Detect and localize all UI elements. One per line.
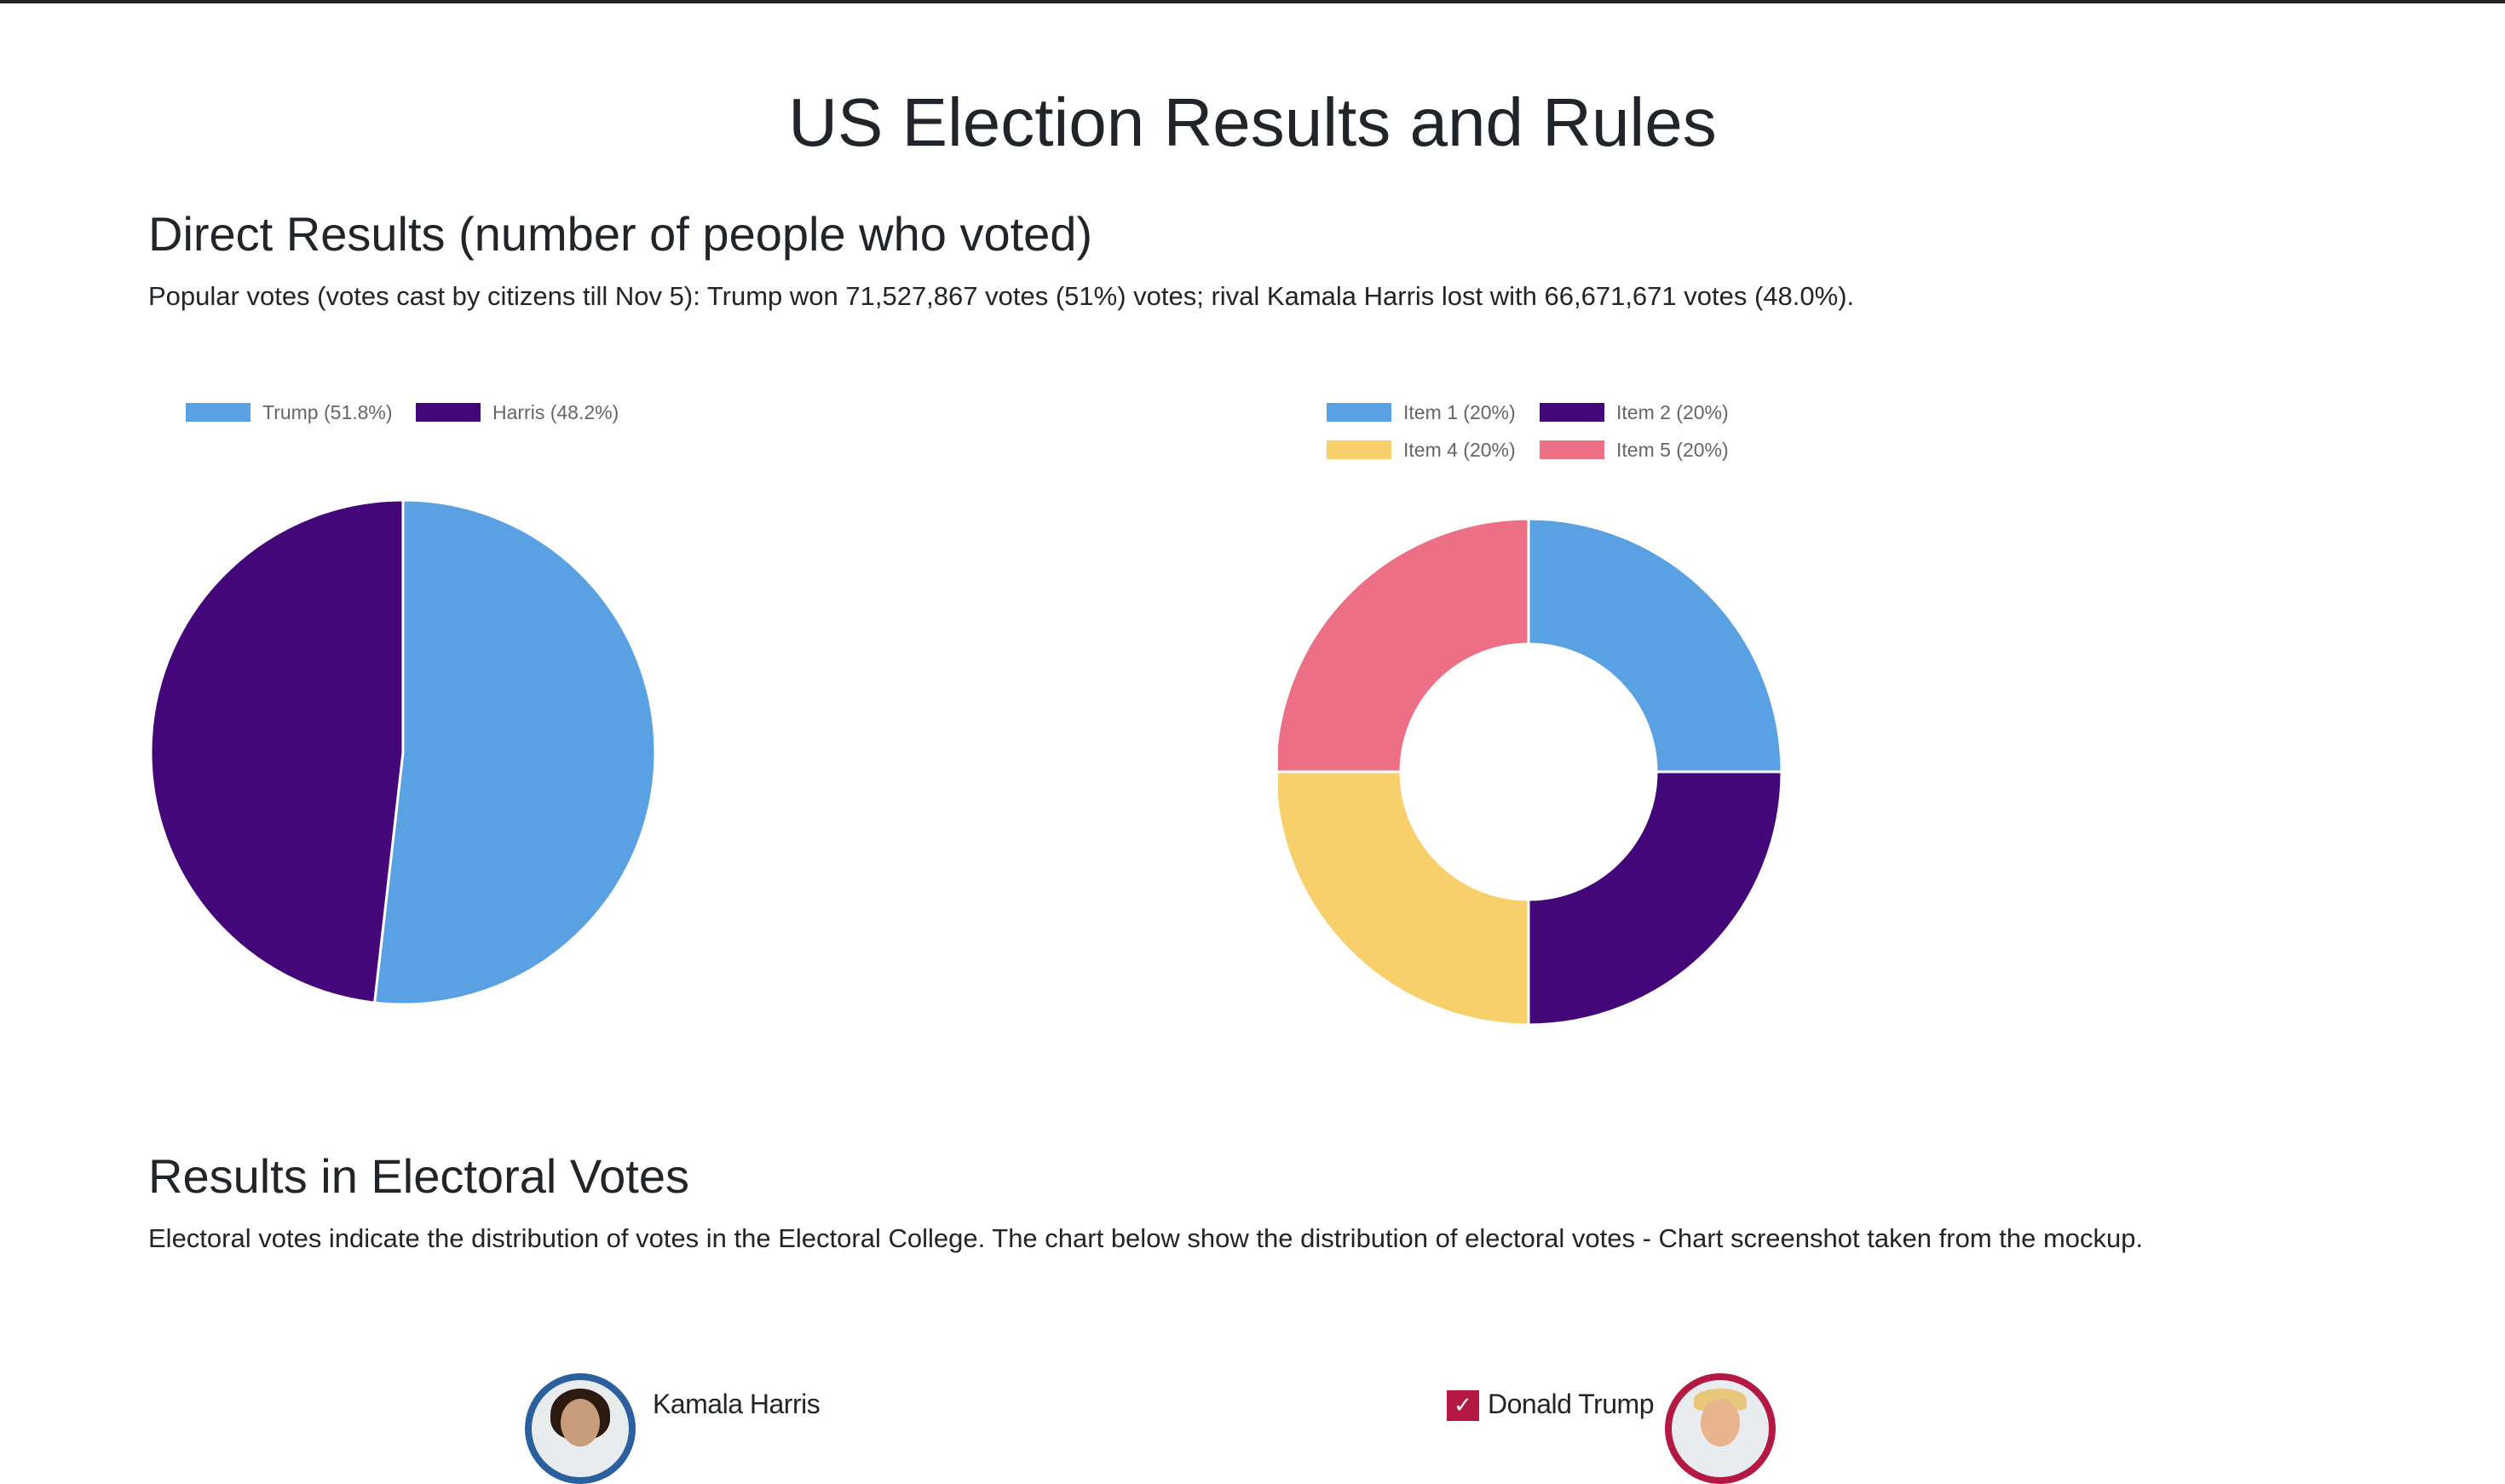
legend-label: Item 5 (20%) — [1616, 439, 1729, 461]
electoral-votes-text: Electoral votes indicate the distributio… — [148, 1223, 2144, 1253]
legend-item-harris-48-2[interactable]: Harris (48.2%) — [416, 401, 619, 423]
legend-item-trump-51-8[interactable]: Trump (51.8%) — [186, 401, 393, 423]
top-border — [0, 0, 2505, 3]
legend-item-item-4-20[interactable]: Item 4 (20%) — [1327, 439, 1516, 461]
legend-swatch — [186, 403, 250, 422]
page-title: US Election Results and Rules — [788, 84, 1717, 160]
slice-item-1-20[interactable] — [1527, 517, 1783, 774]
legend-swatch — [1540, 403, 1604, 422]
pie-chart-legend: Trump (51.8%) Harris (48.2%) — [186, 401, 619, 423]
trump-avatar-icon — [1665, 1373, 1776, 1484]
legend-swatch — [1540, 440, 1604, 459]
candidate-name-trump: Donald Trump — [1488, 1389, 1654, 1419]
donut-chart-legend: Item 1 (20%) Item 2 (20%) Item 4 (20%) Item… — [1327, 401, 1729, 461]
legend-item-item-1-20[interactable]: Item 1 (20%) — [1327, 401, 1516, 423]
legend-label: Trump (51.8%) — [262, 401, 393, 423]
slice-item-2-20[interactable] — [1527, 770, 1783, 1027]
slice-item-5-20[interactable] — [1278, 517, 1530, 774]
popular-vote-pie-chart: Trump (51.8%) Harris (48.2%) — [149, 401, 657, 1006]
legend-label: Item 4 (20%) — [1403, 439, 1516, 461]
pie-chart-slices — [149, 498, 657, 1006]
direct-results-text: Popular votes (votes cast by citizens ti… — [148, 281, 1855, 311]
items-donut-chart: Item 1 (20%) Item 2 (20%) Item 4 (20%) Item… — [1278, 401, 1783, 1027]
legend-item-item-5-20[interactable]: Item 5 (20%) — [1540, 439, 1729, 461]
legend-label: Harris (48.2%) — [492, 401, 619, 423]
checkmark-icon: ✓ — [1447, 1390, 1479, 1421]
legend-swatch — [1327, 440, 1391, 459]
candidate-name-harris: Kamala Harris — [653, 1389, 821, 1419]
electoral-votes-heading: Results in Electoral Votes — [148, 1149, 689, 1203]
donut-chart-slices — [1278, 517, 1783, 1027]
direct-results-heading: Direct Results (number of people who vot… — [148, 207, 1093, 261]
slice-trump-51-8[interactable] — [372, 498, 657, 1006]
slice-item-4-20[interactable] — [1278, 770, 1530, 1027]
legend-swatch — [1327, 403, 1391, 422]
legend-item-item-2-20[interactable]: Item 2 (20%) — [1540, 401, 1729, 423]
electoral-candidates-row: Kamala Harris ✓ Donald Trump — [0, 1363, 2505, 1484]
harris-avatar-icon — [525, 1373, 636, 1484]
slice-harris-48-2[interactable] — [149, 498, 405, 1004]
legend-label: Item 2 (20%) — [1616, 401, 1729, 423]
legend-label: Item 1 (20%) — [1403, 401, 1516, 423]
legend-swatch — [416, 403, 481, 422]
